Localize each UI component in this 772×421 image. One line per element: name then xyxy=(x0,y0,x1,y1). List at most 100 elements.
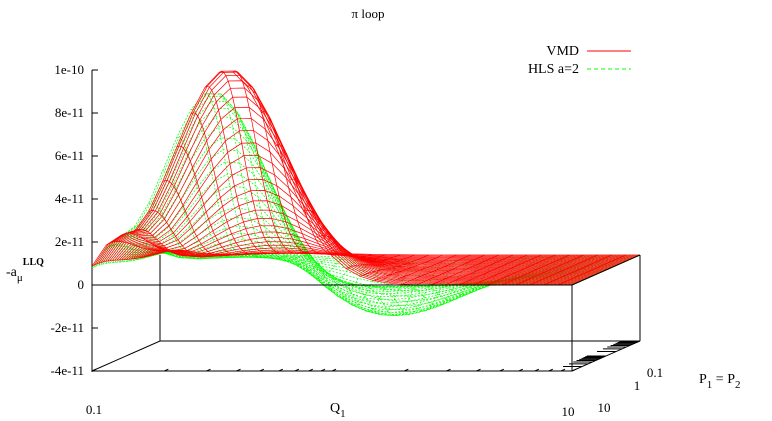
vmd-mesh-col xyxy=(204,85,273,254)
z-axis-label-sub: μ xyxy=(17,272,23,284)
hls-mesh-row xyxy=(109,149,591,297)
x-minor-tick xyxy=(499,368,505,372)
vmd-mesh-col xyxy=(543,254,612,286)
vmd-mesh-col xyxy=(275,144,344,256)
hls-mesh-col xyxy=(176,136,245,258)
x-tick-label-max: 10 xyxy=(562,404,575,419)
legend: VMD HLS a=2 xyxy=(528,44,631,77)
x-minor-tick xyxy=(308,368,314,372)
vmd-mesh-col xyxy=(501,254,570,286)
vmd-mesh-col xyxy=(374,254,443,282)
hls-mesh-col xyxy=(430,257,500,296)
vmd-mesh-col xyxy=(473,254,542,286)
hls-mesh-row xyxy=(144,252,625,292)
x-minor-tick xyxy=(571,368,577,372)
vmd-mesh-col xyxy=(176,145,245,256)
vmd-mesh-col xyxy=(331,253,401,262)
vmd-mesh-col xyxy=(487,254,556,286)
z-axis-label: -aμLLQ xyxy=(6,257,44,284)
z-tick-label: 6e-11 xyxy=(55,148,84,163)
x-minor-tick xyxy=(476,368,481,372)
z-tick-label: 8e-11 xyxy=(55,105,84,120)
vmd-mesh-col xyxy=(218,70,288,254)
x-minor-tick xyxy=(278,368,284,372)
vmd-mesh-col xyxy=(430,254,499,286)
hls-mesh-col xyxy=(105,245,175,254)
legend-label-vmd: VMD xyxy=(546,44,579,59)
hls-mesh-col xyxy=(190,109,259,258)
x-minor-tick xyxy=(518,368,524,372)
hls-mesh-col xyxy=(346,260,415,316)
y-tick-label-0: 0.1 xyxy=(647,365,663,380)
x-axis-label: Q1 xyxy=(330,401,346,420)
legend-label-hls: HLS a=2 xyxy=(528,62,579,77)
hls-mesh-col xyxy=(219,93,288,259)
hls-mesh-col xyxy=(233,109,302,262)
z-axis-label-main: -a xyxy=(6,265,18,280)
hls-mesh-col xyxy=(402,259,471,307)
box-edge-right-top xyxy=(571,254,641,286)
z-tick-label: 0 xyxy=(78,277,85,292)
y-axis-label-left-sub: 1 xyxy=(707,379,713,391)
hls-mesh-col xyxy=(148,202,217,260)
x-minor-tick xyxy=(331,368,337,372)
vmd-mesh-col xyxy=(148,210,217,258)
x-minor-tick xyxy=(294,368,300,372)
y-tick-label-2: 10 xyxy=(598,400,611,415)
y-tick-label-1: 1 xyxy=(634,378,641,393)
x-axis: 0.1 10 Q1 xyxy=(86,401,575,420)
z-tick-label: 2e-11 xyxy=(55,234,84,249)
vmd-mesh-col xyxy=(303,209,372,258)
x-minor-tick xyxy=(404,368,409,372)
vmd-mesh-col xyxy=(345,254,415,269)
y-axis-label-main: P xyxy=(699,372,707,387)
hls-mesh-col xyxy=(275,205,344,280)
vmd-mesh-col xyxy=(120,232,189,252)
x-minor-tick xyxy=(320,368,326,372)
z-tick-label: -4e-11 xyxy=(51,363,84,378)
vmd-mesh-col xyxy=(134,228,203,257)
vmd-mesh-col xyxy=(162,180,231,257)
z-axis: 1e-10 8e-11 6e-11 4e-11 2e-11 0 -2e-11 -4e-11 -… xyxy=(6,62,98,378)
y-axis-label: P1 = P2 xyxy=(699,372,740,391)
surface-hls xyxy=(91,93,641,317)
vmd-mesh-col xyxy=(91,252,161,267)
x-minor-tick xyxy=(534,368,540,372)
vmd-mesh-col xyxy=(416,254,485,285)
x-minor-tick xyxy=(206,368,211,372)
hls-mesh-row xyxy=(116,185,597,307)
z-axis-ticks: 1e-10 8e-11 6e-11 4e-11 2e-11 0 -2e-11 -4e-11 xyxy=(51,62,98,378)
z-axis-label-sup: LLQ xyxy=(23,257,44,268)
vmd-mesh-col xyxy=(289,178,358,257)
z-tick-label: 1e-10 xyxy=(54,62,84,77)
vmd-mesh-col xyxy=(190,112,259,255)
vmd-mesh-col xyxy=(458,254,528,286)
hls-mesh-col xyxy=(331,260,401,312)
vmd-mesh-col xyxy=(402,254,471,285)
base-ticks xyxy=(91,340,640,372)
y-axis-label-eq: = P xyxy=(712,372,735,387)
x-minor-tick xyxy=(548,368,554,372)
bounding-box-front xyxy=(92,254,641,371)
chart-title: π loop xyxy=(352,6,385,21)
vmd-mesh-col xyxy=(105,241,175,252)
surface-vmd xyxy=(91,70,641,286)
vmd-mesh-col xyxy=(557,254,627,286)
hls-mesh-col xyxy=(134,225,203,259)
box-bottom xyxy=(91,340,641,372)
x-minor-tick xyxy=(164,368,169,372)
vmd-mesh-col xyxy=(247,84,316,254)
x-tick-label-min: 0.1 xyxy=(86,402,102,417)
hls-mesh-row xyxy=(103,116,584,290)
hls-mesh-col xyxy=(162,170,231,259)
vmd-mesh-col xyxy=(317,235,387,260)
x-minor-tick xyxy=(259,368,265,372)
vmd-mesh-col xyxy=(515,254,584,286)
x-minor-tick xyxy=(560,368,566,372)
z-tick-label: -2e-11 xyxy=(51,320,84,335)
hls-mesh-col xyxy=(204,93,274,258)
x-minor-tick xyxy=(236,368,241,372)
hls-mesh-col xyxy=(120,234,189,254)
vmd-mesh-col xyxy=(360,254,429,277)
